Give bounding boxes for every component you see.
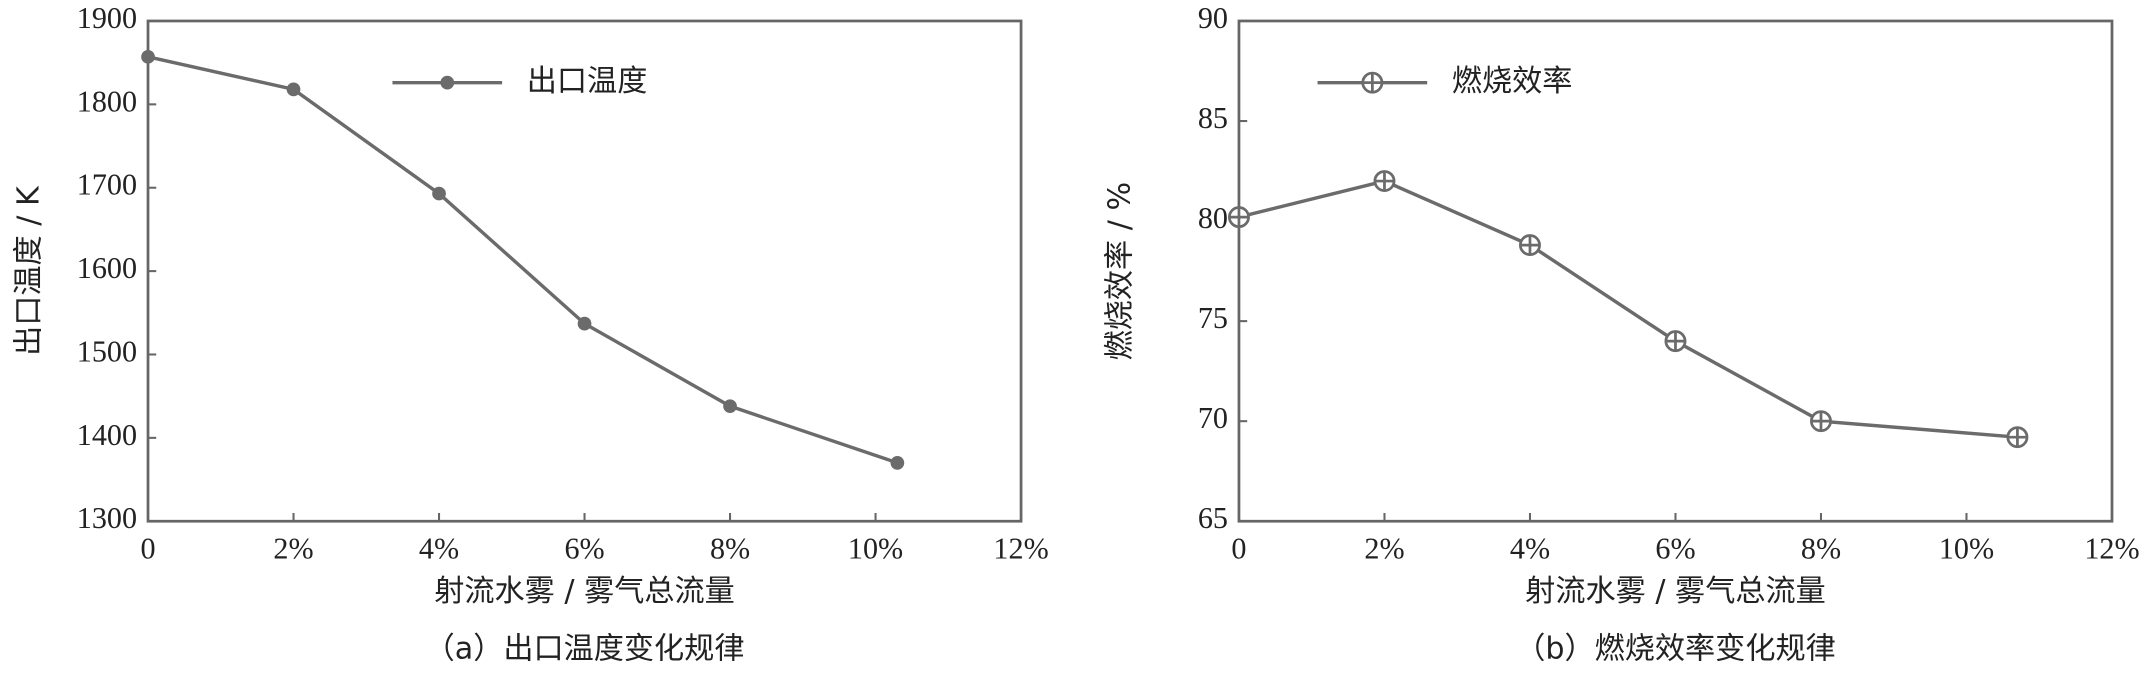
caption: （b）燃烧效率变化规律 — [1515, 632, 1836, 667]
y-tick-label: 1700 — [77, 168, 137, 202]
y-tick-label: 1400 — [77, 418, 137, 452]
y-axis-label: 出口温度 / K — [12, 185, 47, 356]
marker — [1373, 170, 1396, 193]
marker — [1664, 330, 1687, 353]
y-tick-label: 1500 — [77, 334, 137, 368]
marker-cross — [1362, 73, 1382, 93]
x-tick-label: 8% — [1801, 531, 1841, 565]
marker-cross — [2007, 427, 2028, 447]
marker — [432, 186, 446, 201]
caption: （a）出口温度变化规律 — [425, 632, 745, 667]
legend-marker — [1361, 71, 1384, 94]
marker — [577, 316, 592, 331]
x-axis-label: 射流水雾 / 雾气总流量 — [434, 574, 735, 609]
marker-cross — [1811, 411, 1831, 431]
series-line — [147, 55, 898, 465]
y-tick-label: 65 — [1198, 501, 1228, 535]
x-tick-label: 4% — [1510, 531, 1550, 565]
marker-cross — [1665, 331, 1686, 351]
marker — [141, 49, 155, 64]
x-tick-label: 4% — [419, 531, 459, 565]
y-tick-label: 80 — [1198, 201, 1228, 235]
marker — [2006, 426, 2029, 449]
y-tick-label: 75 — [1198, 301, 1228, 335]
x-tick-label: 12% — [993, 531, 1048, 565]
y-tick-label: 85 — [1198, 101, 1228, 135]
x-tick-label: 8% — [710, 531, 750, 565]
y-tick-label: 1600 — [77, 251, 137, 285]
marker-cross — [1520, 235, 1540, 255]
legend-marker — [440, 75, 455, 90]
marker — [1519, 234, 1541, 257]
x-tick-label: 10% — [848, 531, 903, 565]
legend-label: 燃烧效率 — [1452, 64, 1573, 99]
marker — [1810, 410, 1832, 433]
x-axis-label: 射流水雾 / 雾气总流量 — [1525, 574, 1826, 609]
x-tick-label: 2% — [273, 531, 313, 565]
x-tick-label: 2% — [1364, 531, 1404, 565]
y-axis-label: 燃烧效率 / % — [1103, 182, 1138, 361]
x-tick-label: 6% — [1655, 531, 1695, 565]
x-tick-label: 10% — [1939, 531, 1994, 565]
x-tick-label: 0 — [140, 531, 155, 565]
x-tick-label: 0 — [1231, 531, 1246, 565]
marker — [286, 82, 301, 97]
marker — [890, 456, 905, 470]
x-tick-label: 12% — [2084, 531, 2139, 565]
legend-label: 出口温度 — [527, 64, 648, 99]
y-tick-label: 90 — [1198, 1, 1228, 35]
y-tick-label: 1900 — [77, 1, 137, 35]
y-tick-label: 1800 — [77, 84, 137, 118]
x-tick-label: 6% — [564, 531, 604, 565]
marker-cross — [1374, 171, 1395, 191]
marker — [723, 399, 737, 414]
series-line — [1238, 179, 2018, 439]
y-tick-label: 70 — [1198, 401, 1228, 435]
plot-frame — [1237, 19, 2114, 523]
marker-cross — [1229, 207, 1249, 227]
marker — [1227, 206, 1250, 229]
y-tick-label: 1300 — [77, 501, 137, 535]
